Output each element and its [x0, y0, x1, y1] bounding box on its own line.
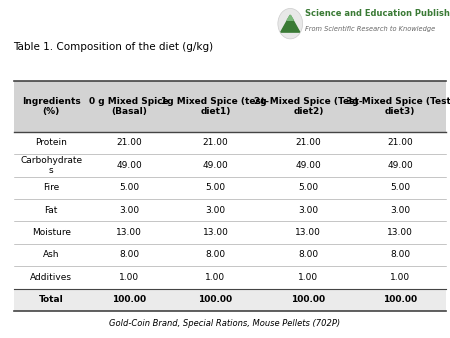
Text: 21.00: 21.00: [116, 138, 142, 147]
Polygon shape: [287, 15, 293, 20]
Text: 21.00: 21.00: [202, 138, 228, 147]
Text: 1.00: 1.00: [390, 273, 410, 282]
Text: 0 g Mixed Spice
(Basal): 0 g Mixed Spice (Basal): [89, 97, 169, 116]
Text: 100.00: 100.00: [291, 295, 325, 304]
Text: 49.00: 49.00: [387, 161, 413, 170]
Text: 21.00: 21.00: [296, 138, 321, 147]
Text: 49.00: 49.00: [296, 161, 321, 170]
Text: 1.00: 1.00: [298, 273, 319, 282]
Text: From Scientific Research to Knowledge: From Scientific Research to Knowledge: [305, 26, 435, 32]
Text: Additives: Additives: [30, 273, 72, 282]
Text: 100.00: 100.00: [198, 295, 233, 304]
Text: 5.00: 5.00: [205, 183, 225, 192]
Text: 3.00: 3.00: [205, 206, 225, 215]
Text: 2g Mixed Spice (Test-
diet2): 2g Mixed Spice (Test- diet2): [254, 97, 363, 116]
Text: Moisture: Moisture: [32, 228, 71, 237]
Text: Science and Education Publishing: Science and Education Publishing: [305, 9, 450, 18]
Text: 8.00: 8.00: [119, 250, 139, 260]
Text: Total: Total: [39, 295, 64, 304]
Text: 1g Mixed Spice (test-
diet1): 1g Mixed Spice (test- diet1): [162, 97, 270, 116]
Text: 100.00: 100.00: [383, 295, 417, 304]
Text: Ash: Ash: [43, 250, 59, 260]
Ellipse shape: [278, 8, 302, 39]
Bar: [14, 289, 446, 311]
Text: 21.00: 21.00: [387, 138, 413, 147]
Text: 13.00: 13.00: [202, 228, 229, 237]
Text: 13.00: 13.00: [387, 228, 413, 237]
Polygon shape: [281, 15, 300, 32]
Text: Fat: Fat: [45, 206, 58, 215]
Text: 1.00: 1.00: [205, 273, 225, 282]
Text: 3.00: 3.00: [390, 206, 410, 215]
Text: 49.00: 49.00: [202, 161, 228, 170]
Text: Protein: Protein: [36, 138, 67, 147]
Text: 3g Mixed Spice (Test-
diet3): 3g Mixed Spice (Test- diet3): [346, 97, 450, 116]
Text: Ingredients
(%): Ingredients (%): [22, 97, 81, 116]
Text: 13.00: 13.00: [116, 228, 142, 237]
Text: Carbohydrate
s: Carbohydrate s: [20, 155, 82, 175]
Text: 5.00: 5.00: [119, 183, 139, 192]
Text: 8.00: 8.00: [205, 250, 225, 260]
Bar: [14, 81, 446, 132]
Text: 5.00: 5.00: [298, 183, 319, 192]
Text: 5.00: 5.00: [390, 183, 410, 192]
Text: 3.00: 3.00: [119, 206, 139, 215]
Text: Fire: Fire: [43, 183, 59, 192]
Text: Table 1. Composition of the diet (g/kg): Table 1. Composition of the diet (g/kg): [14, 42, 214, 52]
Text: 49.00: 49.00: [116, 161, 142, 170]
Text: 100.00: 100.00: [112, 295, 146, 304]
Text: 13.00: 13.00: [295, 228, 321, 237]
Text: 3.00: 3.00: [298, 206, 319, 215]
Text: 1.00: 1.00: [119, 273, 139, 282]
Text: 8.00: 8.00: [298, 250, 319, 260]
Text: Gold-Coin Brand, Special Rations, Mouse Pellets (702P): Gold-Coin Brand, Special Rations, Mouse …: [109, 319, 341, 329]
Text: 8.00: 8.00: [390, 250, 410, 260]
